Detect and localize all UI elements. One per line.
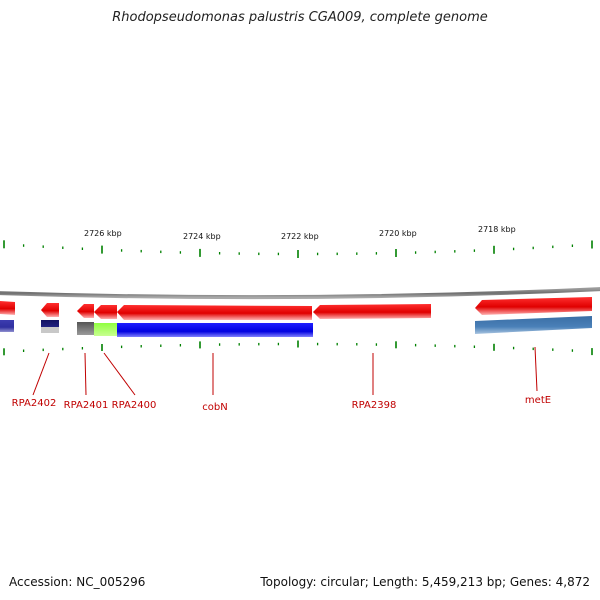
leader-rpa2402	[32, 352, 50, 396]
leader-rpa2400	[103, 352, 136, 396]
cds-rpa2402[interactable]	[41, 320, 59, 327]
cds-left-edge[interactable]	[0, 320, 14, 332]
gene-label-rpa2401[interactable]: RPA2401	[64, 400, 109, 411]
scale-label-2722: 2722 kbp	[281, 232, 319, 241]
gene-arrow-cobn[interactable]	[117, 305, 312, 320]
gene-label-rpa2400[interactable]: RPA2400	[112, 400, 157, 411]
gene-label-rpa2402[interactable]: RPA2402	[12, 398, 57, 409]
cds-mete[interactable]	[475, 316, 592, 334]
gene-arrow-rpa2398[interactable]	[313, 304, 431, 319]
accession-text: Accession: NC_005296	[9, 575, 146, 589]
scale-label-2718: 2718 kbp	[478, 225, 516, 234]
inner-tick-marks	[3, 340, 593, 356]
scale-label-2720: 2720 kbp	[379, 229, 417, 238]
topology-text: Topology: circular; Length: 5,459,213 bp…	[260, 575, 590, 589]
cds-rpa2402-lower	[41, 327, 59, 333]
gene-label-mete[interactable]: metE	[525, 395, 551, 406]
gene-arrow-rpa2400[interactable]	[94, 305, 117, 319]
gene-arrow-mete[interactable]	[475, 297, 592, 315]
gene-label-rpa2398[interactable]: RPA2398	[352, 400, 397, 411]
cds-rpa2401[interactable]	[77, 322, 94, 335]
outer-tick-marks	[3, 240, 593, 258]
map-title: Rhodopseudomonas palustris CGA009, compl…	[112, 10, 488, 25]
cds-rpa2400[interactable]	[94, 323, 117, 336]
gene-arrow-rpa2402[interactable]	[41, 303, 59, 317]
scale-label-2726: 2726 kbp	[84, 229, 122, 238]
scale-label-2724: 2724 kbp	[183, 232, 221, 241]
cds-cobn[interactable]	[117, 323, 313, 337]
gene-arrow-left-edge[interactable]	[0, 301, 15, 315]
genome-backbone	[0, 287, 600, 300]
leader-mete	[534, 346, 538, 392]
leader-rpa2401	[84, 352, 87, 396]
gene-label-cobn[interactable]: cobN	[202, 402, 227, 413]
gene-arrow-rpa2401[interactable]	[77, 304, 94, 318]
